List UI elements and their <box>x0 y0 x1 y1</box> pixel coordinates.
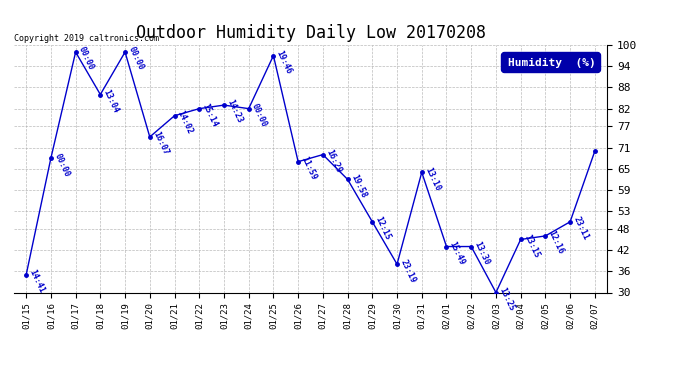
Text: 16:07: 16:07 <box>151 130 170 157</box>
Text: 19:58: 19:58 <box>349 173 368 199</box>
Text: 00:00: 00:00 <box>250 102 269 129</box>
Text: 13:25: 13:25 <box>497 286 516 312</box>
Text: 16:29: 16:29 <box>324 148 343 174</box>
Text: 11:59: 11:59 <box>299 155 318 182</box>
Title: Outdoor Humidity Daily Low 20170208: Outdoor Humidity Daily Low 20170208 <box>135 24 486 42</box>
Text: 14:02: 14:02 <box>176 109 195 136</box>
Text: 12:15: 12:15 <box>374 215 393 242</box>
Text: 00:00: 00:00 <box>52 152 71 178</box>
Text: 13:30: 13:30 <box>473 240 491 266</box>
Text: 00:00: 00:00 <box>77 45 96 72</box>
Text: 19:46: 19:46 <box>275 49 293 75</box>
Text: 13:04: 13:04 <box>101 88 121 114</box>
Text: 15:49: 15:49 <box>448 240 466 266</box>
Text: 23:19: 23:19 <box>398 258 417 284</box>
Text: 14:23: 14:23 <box>226 99 244 125</box>
Legend: Humidity  (%): Humidity (%) <box>502 52 600 72</box>
Text: 00:00: 00:00 <box>126 45 145 72</box>
Text: 14:41: 14:41 <box>28 268 46 295</box>
Text: 13:10: 13:10 <box>423 166 442 192</box>
Text: 12:16: 12:16 <box>546 230 566 256</box>
Text: 23:11: 23:11 <box>571 215 590 242</box>
Text: Copyright 2019 caltronics.com: Copyright 2019 caltronics.com <box>14 33 159 42</box>
Text: 13:15: 13:15 <box>522 233 541 260</box>
Text: 15:14: 15:14 <box>201 102 219 129</box>
